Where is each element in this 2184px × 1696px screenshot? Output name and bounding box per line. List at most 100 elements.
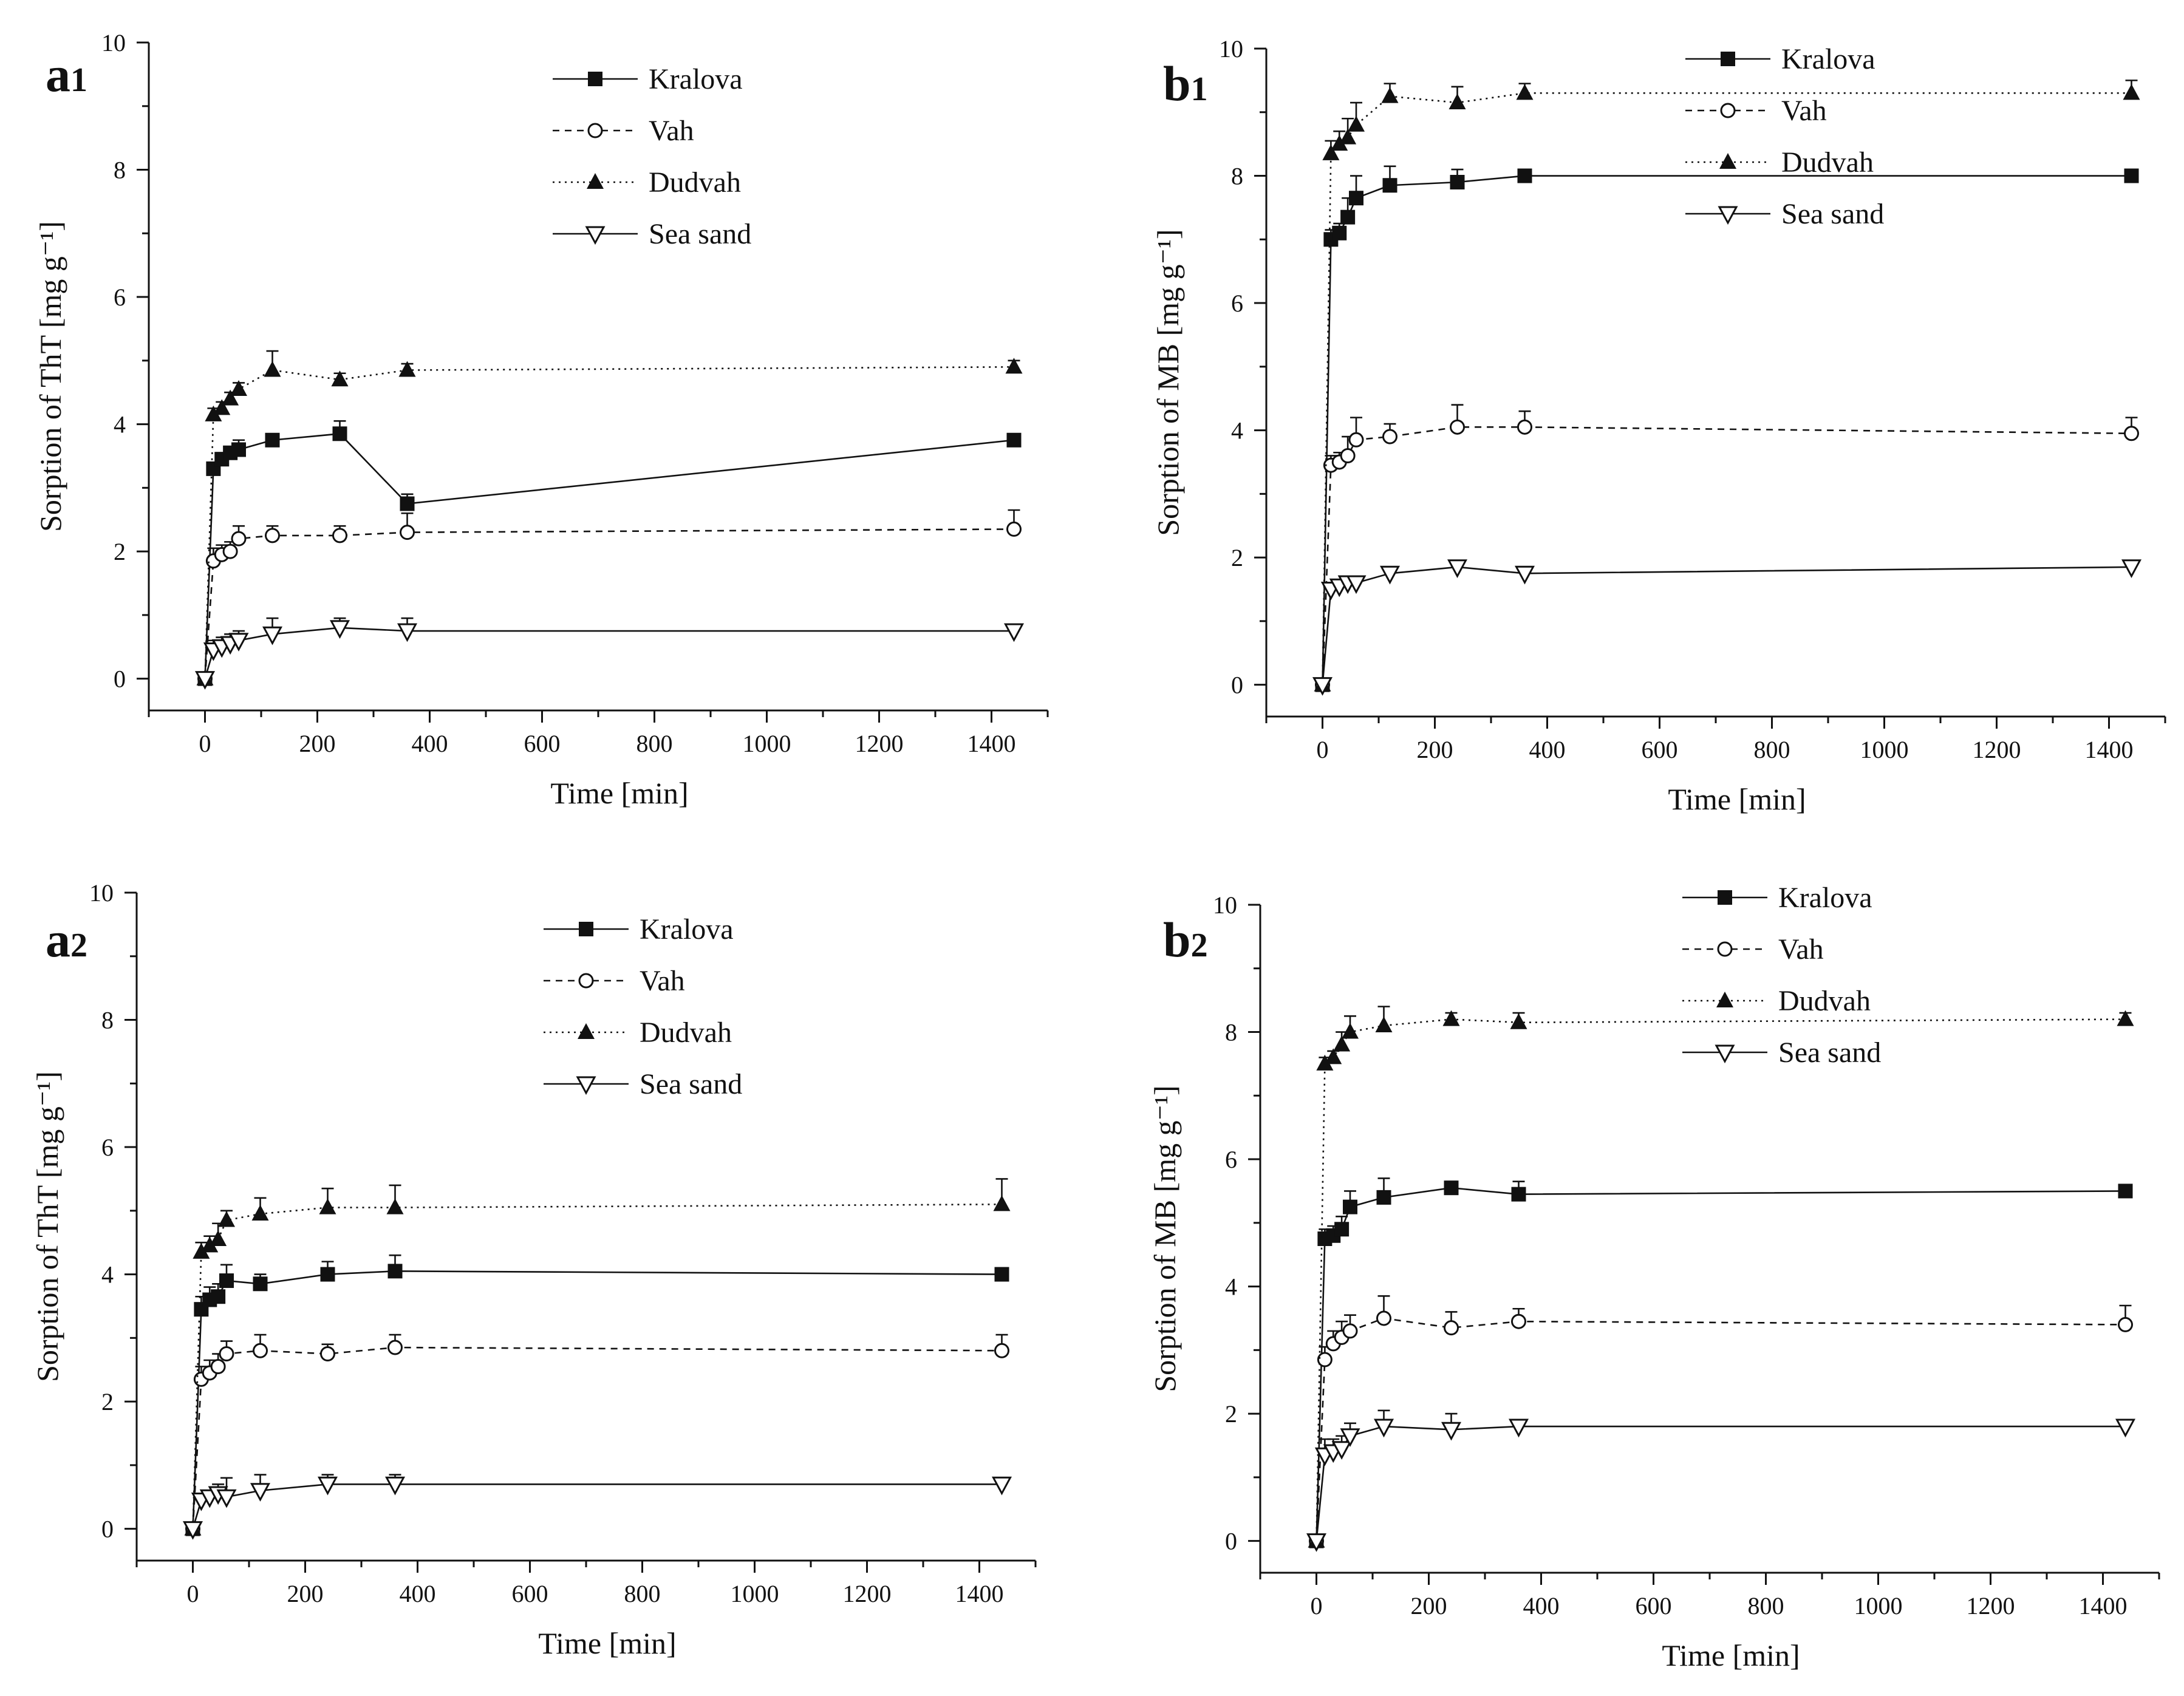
legend: Kralova Vah Dudvah Sea sand [544, 913, 742, 1100]
y-axis-title: Sorption of MB [mg g⁻¹] [1151, 229, 1185, 536]
x-tick-label: 0 [187, 1580, 199, 1607]
data-point [1340, 448, 1356, 463]
y-axis-title: Sorption of ThT [mg g⁻¹] [30, 1071, 64, 1382]
legend-label: Vah [640, 965, 685, 997]
x-tick-label: 600 [1636, 1592, 1672, 1619]
x-tick-label: 800 [636, 730, 673, 757]
legend-marker [587, 173, 604, 189]
legend-marker [1717, 941, 1733, 957]
data-point [331, 370, 349, 387]
panel-label-number: 2 [70, 927, 87, 964]
data-point [332, 426, 347, 441]
data-point [994, 1267, 1009, 1282]
series-line [1316, 1187, 2126, 1541]
series-kralova [1315, 165, 2139, 692]
data-point [216, 1489, 237, 1508]
x-tick-label: 1400 [2079, 1592, 2128, 1619]
series-kralova [1309, 1177, 2133, 1548]
legend-marker [578, 973, 594, 989]
y-tick-label: 6 [101, 1134, 114, 1161]
legend-marker [587, 123, 603, 138]
x-tick-label: 200 [1411, 1592, 1447, 1619]
series-dudvah [1314, 80, 2140, 692]
series-sea-sand [182, 1474, 1012, 1540]
data-point [2124, 426, 2139, 441]
chart-panel-b1: 0 200 400 600 800 1000 1200 1400 0 2 4 6 8 10 Time [mi… [1151, 35, 2166, 816]
legend-label: Kralova [649, 63, 743, 95]
data-point [205, 405, 222, 421]
data-point [1376, 1190, 1391, 1205]
panel-label: b2 [1163, 912, 1208, 967]
data-point [1306, 1533, 1327, 1552]
x-tick-label: 800 [1748, 1592, 1784, 1619]
data-point [1444, 1180, 1459, 1196]
x-tick-label: 400 [1529, 736, 1566, 763]
data-point [1317, 1352, 1333, 1367]
x-tick-label: 600 [512, 1580, 548, 1607]
x-tick-label: 200 [287, 1580, 324, 1607]
series-vah [1309, 1295, 2133, 1549]
data-point [1517, 168, 1532, 183]
data-point [1381, 87, 1399, 103]
series-line [1316, 1018, 2126, 1541]
data-point [1322, 144, 1340, 160]
panel-label: a2 [46, 912, 87, 967]
series-line [1322, 92, 2132, 685]
y-tick-label: 6 [1225, 1146, 1237, 1173]
legend-label: Vah [649, 115, 694, 147]
x-tick-label: 1200 [1973, 736, 2021, 763]
data-point [2118, 1316, 2133, 1332]
legend-label: Dudvah [1778, 985, 1871, 1017]
series-sea-sand [194, 617, 1025, 690]
data-point [250, 1483, 271, 1502]
data-point [400, 525, 415, 540]
data-point [332, 528, 347, 543]
y-tick-label: 0 [114, 666, 126, 693]
data-point [1343, 1199, 1357, 1214]
legend-label: Sea sand [640, 1068, 742, 1100]
data-point [262, 626, 283, 645]
data-point [387, 1340, 403, 1355]
legend-marker [1718, 890, 1732, 905]
data-point [222, 389, 239, 406]
data-point [320, 1267, 335, 1282]
series-dudvah [1308, 1006, 2134, 1548]
x-tick-label: 1400 [2085, 736, 2134, 763]
series-line [192, 1270, 1002, 1529]
x-tick-label: 1200 [855, 730, 904, 757]
panel-label-letter: a [46, 912, 70, 967]
y-tick-label: 2 [114, 538, 126, 565]
data-point [994, 1343, 1009, 1358]
data-point [1450, 175, 1465, 189]
y-tick-label: 10 [1219, 35, 1243, 63]
series-line [1316, 1425, 2126, 1541]
data-point [253, 1276, 268, 1292]
data-point [193, 1242, 210, 1259]
legend-marker [1721, 52, 1735, 66]
legend: Kralova Vah Dudvah Sea sand [1682, 882, 1881, 1069]
legend-label: Kralova [640, 913, 734, 945]
data-point [1449, 94, 1466, 110]
data-point [1316, 1054, 1334, 1071]
legend-label: Vah [1778, 933, 1824, 965]
data-point [1348, 432, 1364, 448]
data-point [194, 671, 216, 690]
data-point [253, 1343, 268, 1358]
data-point [1005, 358, 1023, 374]
x-tick-label: 400 [412, 730, 448, 757]
chart-panel-a1: 0 200 400 600 800 1000 1200 1400 0 2 4 6 8 10 Time [mi… [33, 29, 1049, 810]
x-tick-label: 1400 [955, 1580, 1004, 1607]
data-point [1346, 575, 1367, 594]
legend-marker [585, 226, 606, 245]
y-tick-label: 0 [101, 1516, 114, 1543]
data-point [1379, 565, 1401, 585]
x-axis-title: Time [min] [538, 1626, 676, 1660]
data-point [329, 620, 350, 639]
y-tick-label: 2 [1225, 1400, 1237, 1428]
legend: Kralova Vah Dudvah Sea sand [553, 63, 751, 250]
series-sea-sand [1306, 1409, 2136, 1552]
series-dudvah [196, 350, 1023, 686]
x-axis-title: Time [min] [1662, 1638, 1800, 1672]
data-point [264, 361, 281, 377]
